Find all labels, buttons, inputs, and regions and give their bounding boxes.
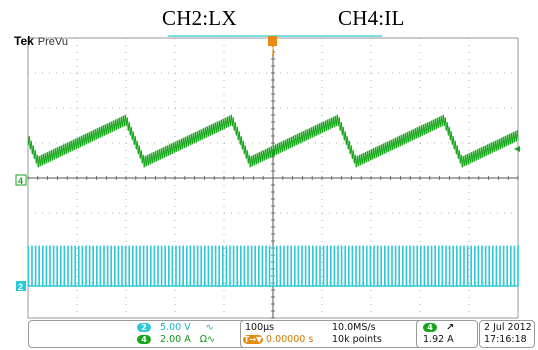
ch2-badge: 2: [137, 323, 151, 332]
time: 17:16:18: [484, 334, 527, 345]
svg-text:4: 4: [18, 176, 23, 186]
ch4-badge: 4: [137, 335, 151, 344]
horizontal-scale: 100µs: [245, 322, 275, 333]
ch4-scale: 2.00 A: [160, 334, 191, 345]
ch4-inductor-current-waveform: [27, 114, 519, 168]
timebase-readout-box[interactable]: 100µs 10.0MS/s T→▼ 0.00000 s 10k points: [240, 320, 427, 348]
ch4-readout[interactable]: 4 2.00 A Ω∿: [137, 334, 215, 345]
record-length: 10k points: [332, 334, 382, 345]
ch4-coupling-icon: Ω∿: [199, 334, 215, 345]
ch2-coupling-icon: ∿: [205, 322, 214, 333]
svg-text:T: T: [269, 46, 275, 56]
horizontal-position[interactable]: T→▼ 0.00000 s: [243, 334, 313, 345]
brand-logo: Tek: [14, 34, 34, 48]
caption-ch2: CH2:LX: [162, 6, 237, 30]
ch2-readout[interactable]: 2 5.00 V ∿: [137, 322, 214, 333]
svg-text:2: 2: [18, 282, 23, 292]
trigger-slope-icon: ↗: [446, 322, 454, 333]
scope-header: Tek PreVu: [14, 34, 68, 48]
status-bar: 2 5.00 V ∿ 4 2.00 A Ω∿ 100µs 10.0MS/s T→…: [24, 318, 536, 348]
ch2-switch-node-waveform: [27, 245, 519, 287]
caption-ch4: CH4:IL: [338, 6, 405, 30]
trigger-position-marker[interactable]: T: [268, 36, 277, 56]
date: 2 Jul 2012: [484, 322, 532, 333]
channel-readout-box[interactable]: 2 5.00 V ∿ 4 2.00 A Ω∿: [28, 320, 265, 348]
trigger-source: 4 ↗: [423, 322, 454, 333]
trigger-level: 1.92 A: [423, 334, 454, 345]
datetime-box: 2 Jul 2012 17:16:18: [479, 320, 535, 348]
trigger-readout-box[interactable]: 4 ↗ 1.92 A: [416, 320, 478, 348]
ch2-ground-marker[interactable]: 2: [16, 281, 26, 292]
ch2-scale: 5.00 V: [160, 322, 191, 333]
trigger-level-marker[interactable]: [514, 146, 520, 152]
trigger-source-badge: 4: [423, 323, 437, 332]
acquisition-mode: PreVu: [37, 36, 68, 48]
ch4-ground-marker[interactable]: 4: [15, 174, 27, 186]
sample-rate: 10.0MS/s: [332, 322, 376, 333]
horizontal-position-icon: T→▼: [243, 335, 263, 344]
horizontal-position-value: 0.00000 s: [266, 334, 314, 345]
